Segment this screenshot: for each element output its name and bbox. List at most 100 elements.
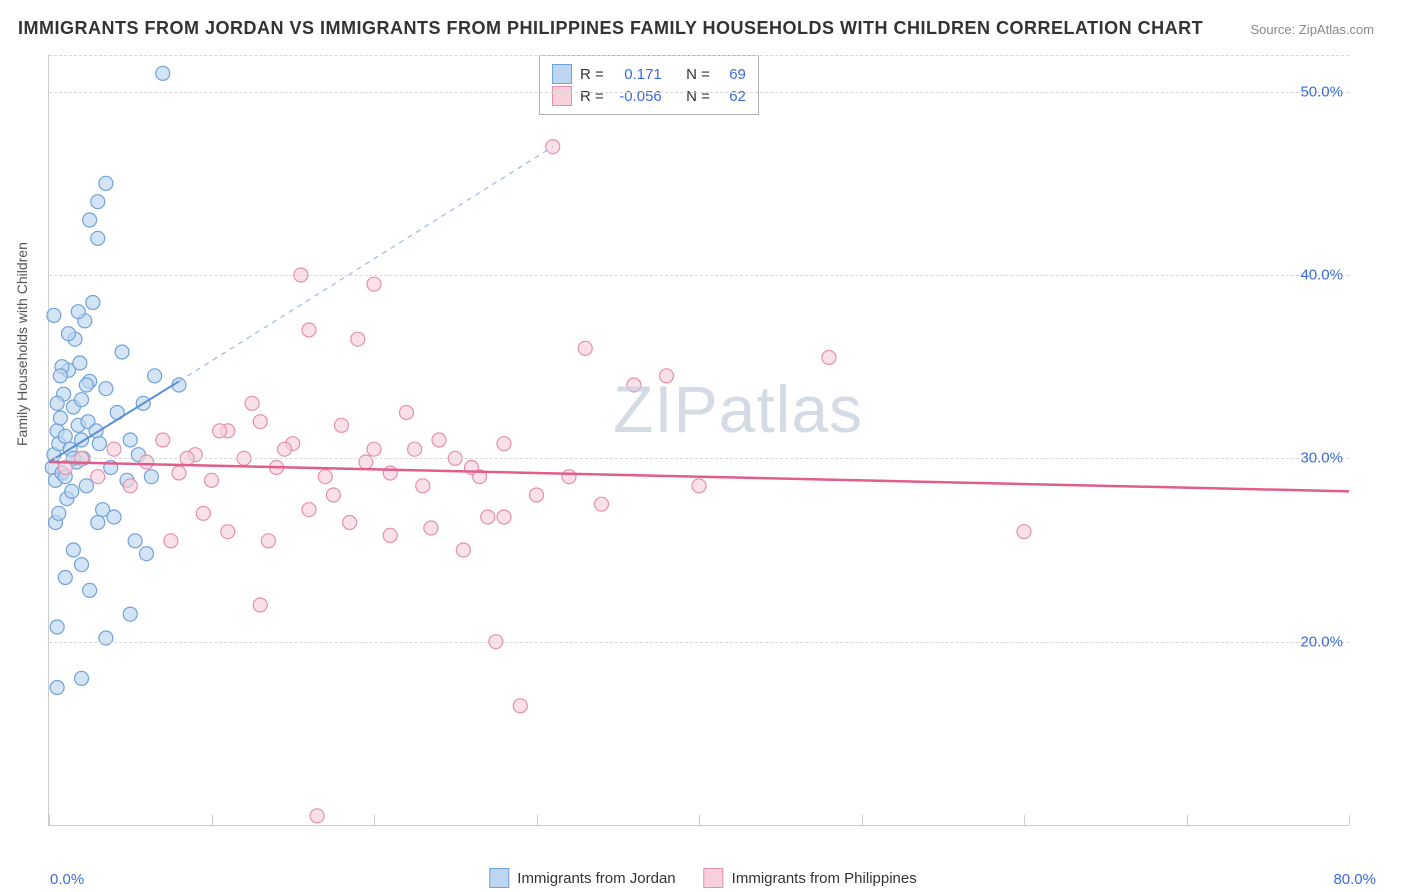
- data-point: [47, 308, 61, 322]
- x-tick: [1349, 815, 1350, 825]
- data-point: [99, 176, 113, 190]
- x-tick: [862, 815, 863, 825]
- legend-item-philippines: Immigrants from Philippines: [704, 868, 917, 888]
- data-point: [481, 510, 495, 524]
- data-point: [50, 396, 64, 410]
- data-point: [50, 681, 64, 695]
- n-value: 69: [718, 66, 746, 83]
- data-point: [144, 470, 158, 484]
- data-point: [172, 466, 186, 480]
- gridline-h: [49, 458, 1349, 459]
- y-tick-label: 40.0%: [1300, 267, 1343, 284]
- y-tick-label: 50.0%: [1300, 83, 1343, 100]
- data-point: [253, 598, 267, 612]
- plot-svg: [49, 55, 1349, 825]
- data-point: [335, 418, 349, 432]
- gridline-h: [49, 642, 1349, 643]
- data-point: [123, 479, 137, 493]
- legend-swatch: [552, 86, 572, 106]
- data-point: [92, 437, 106, 451]
- data-point: [53, 369, 67, 383]
- legend-row: R =-0.056 N =62: [552, 86, 746, 106]
- plot-area: ZIPatlas R =0.171 N =69R =-0.056 N =62 2…: [48, 55, 1349, 826]
- legend-item-jordan: Immigrants from Jordan: [489, 868, 675, 888]
- n-value: 62: [718, 88, 746, 105]
- n-label: N =: [686, 88, 710, 105]
- data-point: [107, 442, 121, 456]
- data-point: [432, 433, 446, 447]
- data-point: [53, 411, 67, 425]
- data-point: [326, 488, 340, 502]
- data-point: [318, 470, 332, 484]
- data-point: [205, 473, 219, 487]
- x-tick: [1187, 815, 1188, 825]
- data-point: [253, 415, 267, 429]
- data-point: [383, 466, 397, 480]
- data-point: [627, 378, 641, 392]
- data-point: [83, 213, 97, 227]
- data-point: [456, 543, 470, 557]
- data-point: [115, 345, 129, 359]
- trend-extension: [179, 147, 553, 382]
- data-point: [261, 534, 275, 548]
- data-point: [562, 470, 576, 484]
- philippines-label: Immigrants from Philippines: [732, 870, 917, 887]
- x-tick-max: 80.0%: [1333, 871, 1376, 888]
- data-point: [578, 341, 592, 355]
- data-point: [140, 547, 154, 561]
- data-point: [497, 510, 511, 524]
- data-point: [79, 378, 93, 392]
- data-point: [91, 516, 105, 530]
- x-tick: [49, 815, 50, 825]
- data-point: [91, 231, 105, 245]
- data-point: [71, 305, 85, 319]
- data-point: [359, 455, 373, 469]
- data-point: [52, 506, 66, 520]
- data-point: [245, 396, 259, 410]
- data-point: [416, 479, 430, 493]
- gridline-h: [49, 55, 1349, 56]
- data-point: [86, 296, 100, 310]
- data-point: [278, 442, 292, 456]
- data-point: [400, 406, 414, 420]
- data-point: [66, 543, 80, 557]
- data-point: [91, 195, 105, 209]
- data-point: [530, 488, 544, 502]
- data-point: [148, 369, 162, 383]
- legend-row: R =0.171 N =69: [552, 64, 746, 84]
- data-point: [1017, 525, 1031, 539]
- x-tick: [537, 815, 538, 825]
- r-value: -0.056: [612, 88, 662, 105]
- y-tick-label: 30.0%: [1300, 450, 1343, 467]
- data-point: [75, 393, 89, 407]
- chart-title: IMMIGRANTS FROM JORDAN VS IMMIGRANTS FRO…: [18, 18, 1203, 39]
- data-point: [75, 671, 89, 685]
- data-point: [156, 433, 170, 447]
- data-point: [513, 699, 527, 713]
- x-tick: [212, 815, 213, 825]
- y-axis-label: Family Households with Children: [14, 242, 30, 446]
- data-point: [383, 528, 397, 542]
- data-point: [91, 470, 105, 484]
- data-point: [50, 620, 64, 634]
- data-point: [221, 525, 235, 539]
- jordan-swatch: [489, 868, 509, 888]
- legend-swatch: [552, 64, 572, 84]
- data-point: [822, 351, 836, 365]
- data-point: [73, 356, 87, 370]
- data-point: [58, 429, 72, 443]
- x-tick: [1024, 815, 1025, 825]
- data-point: [367, 277, 381, 291]
- x-tick: [699, 815, 700, 825]
- philippines-swatch: [704, 868, 724, 888]
- data-point: [99, 382, 113, 396]
- r-value: 0.171: [612, 66, 662, 83]
- source-label: Source: ZipAtlas.com: [1250, 22, 1374, 37]
- gridline-h: [49, 92, 1349, 93]
- jordan-label: Immigrants from Jordan: [517, 870, 675, 887]
- x-tick: [374, 815, 375, 825]
- data-point: [75, 558, 89, 572]
- data-point: [62, 327, 76, 341]
- data-point: [692, 479, 706, 493]
- data-point: [65, 484, 79, 498]
